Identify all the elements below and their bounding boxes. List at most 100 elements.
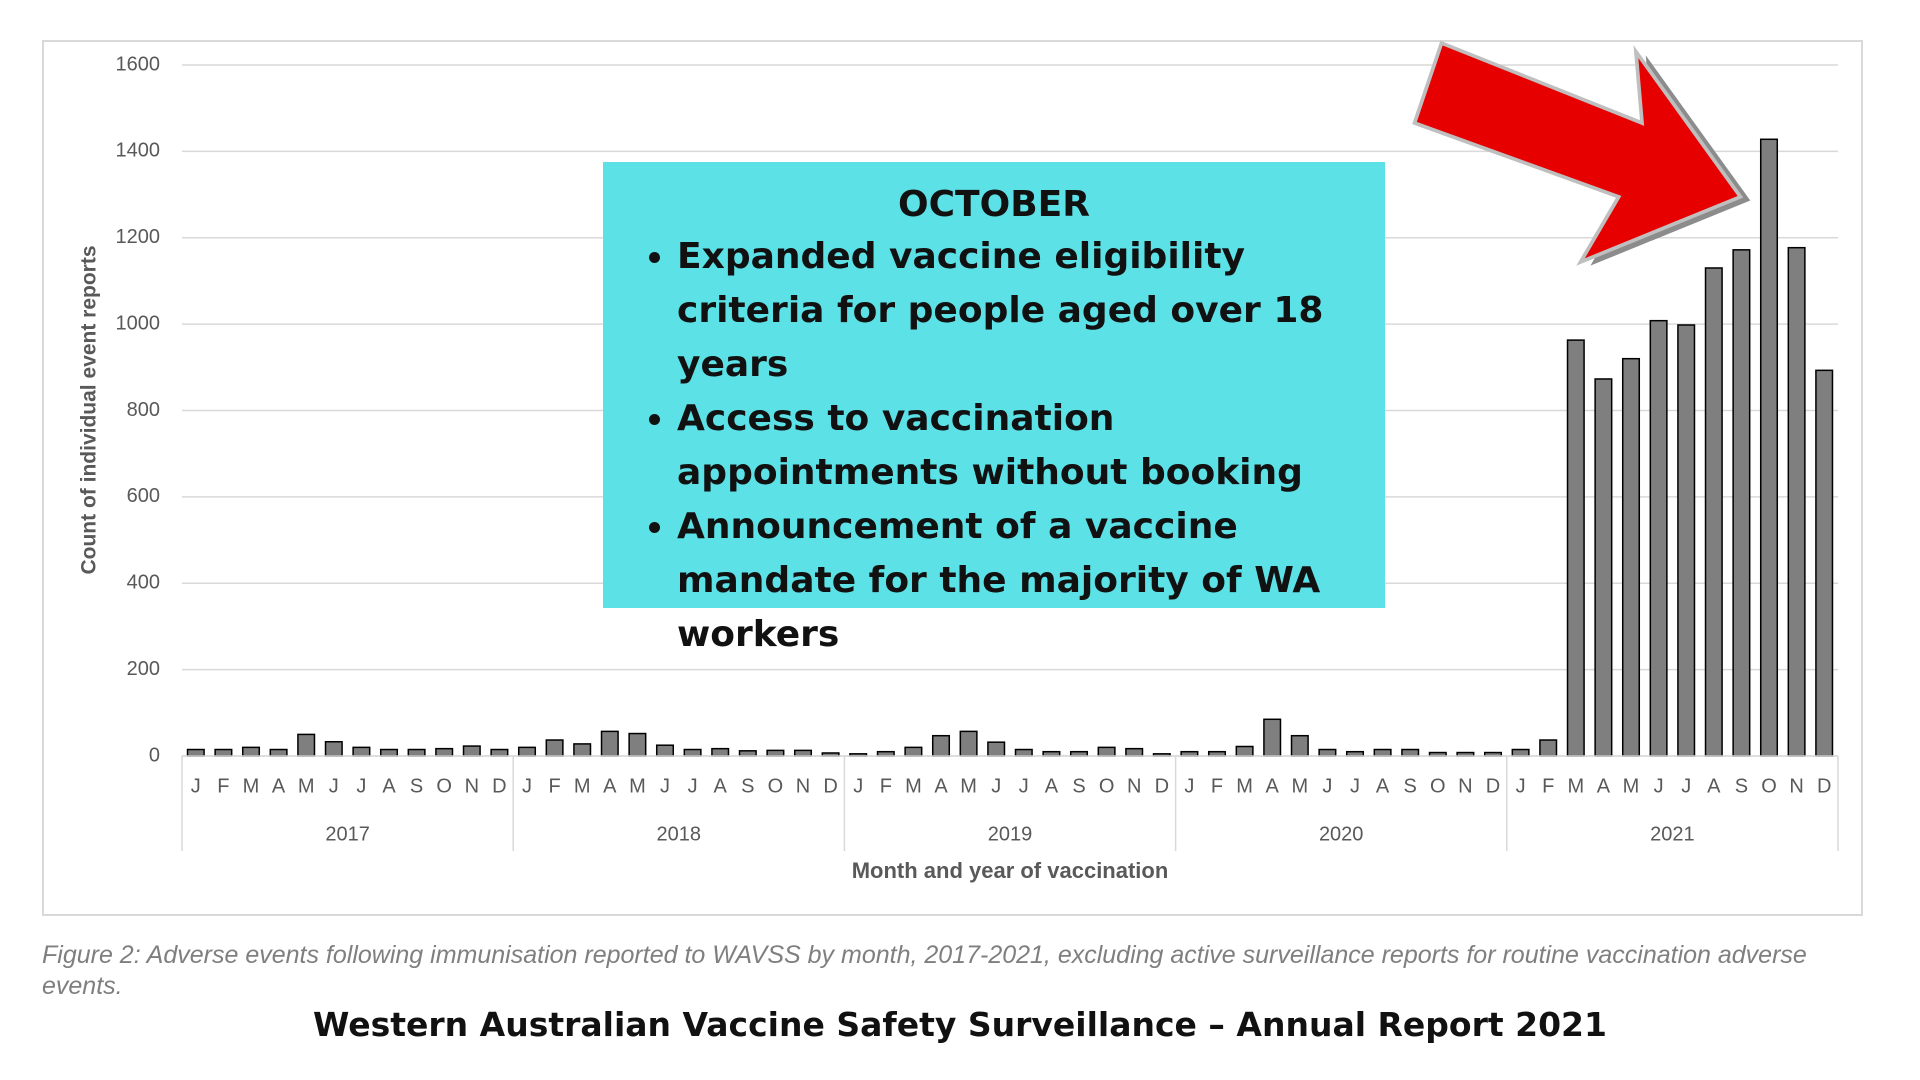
bar: [683, 748, 702, 757]
x-group-label: 2020: [1319, 823, 1364, 845]
x-tick-label: A: [603, 775, 617, 797]
bar: [1759, 138, 1779, 757]
x-tick-label: J: [688, 775, 698, 797]
x-tick-label: N: [1458, 775, 1472, 797]
bar: [628, 732, 647, 757]
x-tick-label: A: [1376, 775, 1390, 797]
x-tick-label: A: [934, 775, 948, 797]
x-tick-label: S: [1072, 775, 1085, 797]
caption: Figure 2: Adverse events following immun…: [42, 941, 1807, 1000]
x-tick-label: M: [1236, 775, 1253, 797]
bar: [766, 749, 785, 757]
x-tick-label: D: [1817, 775, 1831, 797]
x-tick-label: J: [1681, 775, 1691, 797]
x-tick-label: D: [823, 775, 837, 797]
x-tick-label: A: [1597, 775, 1611, 797]
bar: [600, 730, 619, 757]
bar: [517, 746, 537, 757]
x-tick-label: N: [1789, 775, 1803, 797]
bar: [904, 746, 923, 757]
bar: [1263, 718, 1282, 757]
x-tick-label: S: [1735, 775, 1748, 797]
y-tick-label: 1000: [116, 312, 161, 334]
bar: [1732, 249, 1751, 757]
x-tick-label: N: [796, 775, 810, 797]
x-tick-label: J: [1019, 775, 1029, 797]
bar: [793, 749, 813, 757]
x-tick-label: F: [880, 775, 892, 797]
y-tick-label: 1600: [116, 53, 161, 75]
bar: [931, 734, 951, 757]
x-tick-label: O: [1099, 775, 1115, 797]
bar: [545, 739, 564, 757]
y-tick-label: 1200: [116, 226, 161, 248]
x-tick-label: F: [1542, 775, 1554, 797]
x-tick-label: J: [853, 775, 863, 797]
bar: [269, 748, 288, 757]
y-tick-label: 200: [127, 658, 160, 680]
bar: [1125, 747, 1144, 757]
x-tick-label: O: [1761, 775, 1777, 797]
bar: [711, 747, 730, 757]
x-tick-label: J: [329, 775, 339, 797]
x-tick-label: M: [243, 775, 260, 797]
x-tick-label: S: [1404, 775, 1417, 797]
x-tick-label: S: [741, 775, 754, 797]
y-tick-label: 400: [127, 572, 160, 594]
bar: [435, 747, 454, 757]
bar: [297, 733, 316, 757]
x-tick-label: M: [905, 775, 922, 797]
x-tick-label: M: [1567, 775, 1584, 797]
annotation-box: OCTOBER Expanded vaccine eligibility cri…: [603, 162, 1385, 655]
bar: [214, 748, 233, 757]
bar: [1014, 748, 1033, 757]
bar: [1097, 746, 1116, 757]
bar: [241, 746, 261, 757]
x-tick-label: M: [574, 775, 591, 797]
x-tick-label: N: [1127, 775, 1141, 797]
x-tick-label: F: [1211, 775, 1223, 797]
x-tick-label: D: [492, 775, 506, 797]
x-tick-label: J: [1322, 775, 1332, 797]
x-tick-label: A: [382, 775, 396, 797]
x-group-label: 2021: [1650, 823, 1695, 845]
bar: [1511, 748, 1530, 757]
bar: [1677, 324, 1696, 757]
x-tick-label: D: [1155, 775, 1169, 797]
bar: [1373, 748, 1392, 757]
x-tick-label: F: [217, 775, 229, 797]
x-tick-label: M: [960, 775, 977, 797]
bar: [186, 748, 205, 757]
bar: [462, 745, 481, 757]
bar: [324, 740, 343, 757]
annotation-item: Expanded vaccine eligibility criteria fo…: [677, 230, 1367, 392]
x-group-label: 2018: [657, 823, 702, 845]
bar: [1539, 739, 1558, 757]
x-tick-label: S: [410, 775, 423, 797]
bar: [573, 743, 592, 757]
x-tick-label: A: [714, 775, 728, 797]
y-tick-label: 1400: [116, 140, 161, 162]
x-tick-label: J: [522, 775, 532, 797]
x-group-label: 2019: [988, 823, 1033, 845]
annotation-title: OCTOBER: [898, 184, 1090, 225]
bar: [1290, 734, 1309, 757]
bar: [1704, 267, 1723, 757]
bar: [1235, 745, 1254, 757]
x-tick-label: J: [356, 775, 366, 797]
x-tick-label: O: [768, 775, 784, 797]
bar: [987, 741, 1006, 757]
footer: Western Australian Vaccine Safety Survei…: [313, 1005, 1607, 1044]
x-tick-label: M: [1291, 775, 1308, 797]
x-tick-label: J: [1654, 775, 1664, 797]
bar: [959, 730, 978, 757]
annotation-list: Expanded vaccine eligibility criteria fo…: [621, 230, 1367, 662]
bar: [1815, 369, 1834, 757]
bar: [1787, 246, 1806, 757]
y-tick-label: 800: [127, 399, 160, 421]
y-axis-title: Count of individual event reports: [78, 245, 101, 574]
y-tick-label: 600: [127, 485, 160, 507]
x-tick-label: J: [191, 775, 201, 797]
x-tick-label: J: [1184, 775, 1194, 797]
x-tick-label: J: [991, 775, 1001, 797]
